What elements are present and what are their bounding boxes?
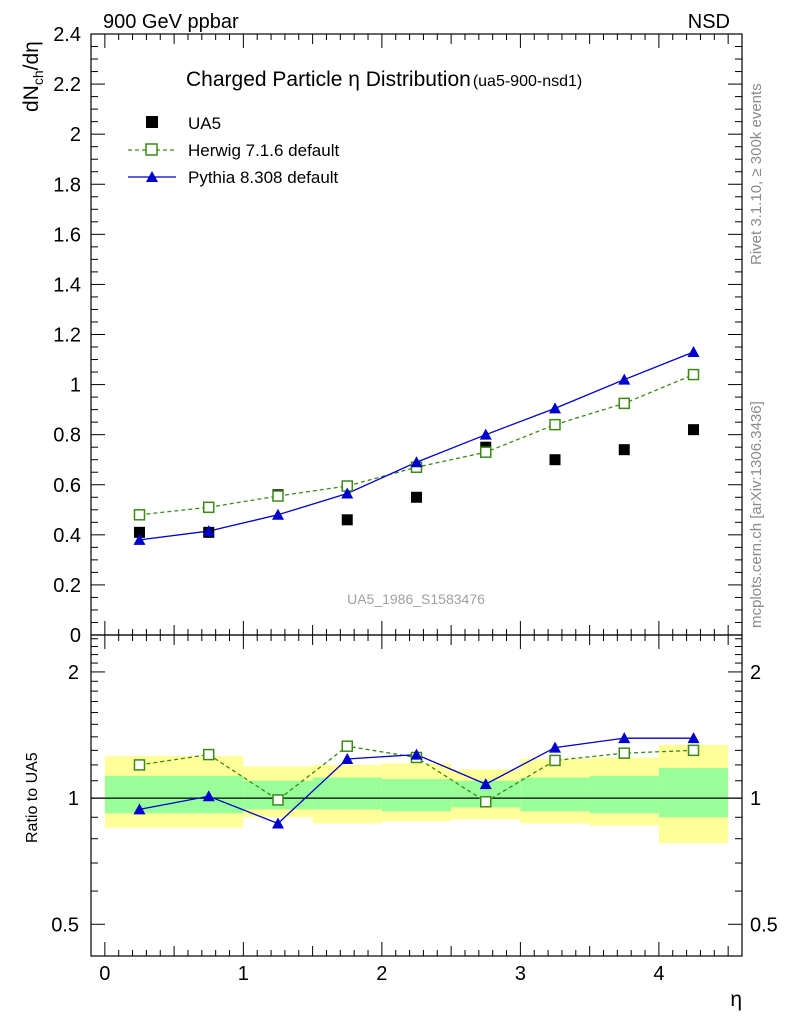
ratio-pythia-point bbox=[410, 748, 423, 760]
legend-marker-pythia bbox=[146, 171, 158, 182]
ratio-band-inner bbox=[520, 777, 590, 812]
x-axis-label: η bbox=[730, 988, 742, 1011]
pythia-point bbox=[687, 346, 700, 358]
legend-marker-ua5 bbox=[146, 116, 158, 128]
legend-label-pythia: Pythia 8.308 default bbox=[188, 168, 339, 187]
ratio-pythia-point bbox=[549, 741, 562, 753]
ratio-pythia-point bbox=[202, 790, 215, 802]
main-y-tick-label: 1.6 bbox=[53, 224, 81, 246]
main-y-tick-label: 1.8 bbox=[53, 174, 81, 196]
pythia-point bbox=[549, 402, 562, 414]
x-tick-label: 3 bbox=[515, 963, 526, 985]
y-axis-label-main: dN bbox=[20, 85, 43, 112]
rivet-version-text: Rivet 3.1.10, ≥ 300k events bbox=[748, 83, 765, 265]
ratio-herwig-point bbox=[341, 740, 353, 752]
header-collision-label: 900 GeV ppbar bbox=[103, 11, 239, 33]
main-axis-ticks: 0 0.2 0.4 0.6 0.8 1 1.2 1.4 1.6 1.8 2 2.2 2.4 bbox=[53, 24, 742, 647]
ratio-pythia-point bbox=[271, 817, 284, 829]
ratio-pythia-point bbox=[618, 732, 631, 744]
main-y-tick-label: 1 bbox=[70, 375, 81, 397]
chart-title: Charged Particle η Distribution (ua5-900-… bbox=[186, 68, 582, 91]
ua5-data-point bbox=[411, 491, 422, 503]
main-series bbox=[133, 346, 700, 545]
herwig-point bbox=[272, 490, 284, 502]
ratio-y-tick-label-right: 1 bbox=[750, 788, 761, 810]
ratio-herwig-point bbox=[202, 748, 215, 761]
ratio-band-inner bbox=[658, 767, 729, 818]
ua5-data-point bbox=[133, 526, 145, 538]
main-y-tick-label: 2 bbox=[70, 124, 81, 146]
chart-title-main: Charged Particle η Distribution bbox=[186, 68, 471, 91]
ratio-y-tick-label-right: 2 bbox=[750, 662, 761, 684]
legend-marker-herwig bbox=[145, 143, 158, 156]
ratio-pythia-point bbox=[479, 778, 492, 790]
pythia-point bbox=[202, 525, 215, 537]
ratio-y-tick-label: 2 bbox=[68, 662, 79, 684]
herwig-point bbox=[202, 501, 215, 514]
ratio-band-inner bbox=[589, 775, 659, 814]
ua5-data-point bbox=[688, 424, 700, 436]
x-tick-label: 0 bbox=[99, 963, 110, 985]
ratio-frame bbox=[90, 634, 743, 957]
y-axis-label: dNch/dη bbox=[20, 41, 46, 112]
ratio-herwig-point bbox=[687, 744, 700, 757]
ratio-pythia-point bbox=[341, 752, 354, 764]
ratio-herwig-point bbox=[618, 747, 631, 759]
ratio-pythia-point bbox=[687, 732, 700, 744]
main-y-tick-label: 2.4 bbox=[53, 24, 81, 46]
pythia-point bbox=[341, 487, 354, 499]
ratio-herwig-point bbox=[133, 759, 146, 771]
ratio-series bbox=[133, 732, 700, 829]
main-y-tick-label: 0.6 bbox=[53, 475, 81, 497]
pythia-point bbox=[271, 508, 284, 520]
main-y-tick-label: 1.2 bbox=[53, 325, 81, 347]
herwig-point bbox=[133, 509, 146, 521]
chart-title-suffix: (ua5-900-nsd1) bbox=[473, 73, 582, 90]
main-y-tick-label: 2.2 bbox=[53, 74, 81, 96]
main-y-tick-label: 0.2 bbox=[53, 575, 81, 597]
ratio-herwig-point bbox=[549, 754, 561, 767]
ratio-y-tick-label-right: 0.5 bbox=[750, 914, 778, 936]
x-tick-label: 1 bbox=[238, 963, 249, 985]
legend: UA5 Herwig 7.1.6 default Pythia 8.308 de… bbox=[128, 114, 339, 187]
ratio-axis-ticks: 0.5 0.5 1 1 2 2 0 1 2 3 4 bbox=[51, 635, 778, 985]
herwig-point bbox=[618, 397, 631, 410]
ratio-y-tick-label: 1 bbox=[68, 788, 79, 810]
pythia-point bbox=[410, 456, 423, 468]
pythia-line bbox=[139, 351, 694, 541]
ratio-band-inner bbox=[104, 775, 244, 814]
ratio-y-axis-label: Ratio to UA5 bbox=[24, 752, 41, 843]
pythia-point bbox=[479, 428, 492, 440]
x-tick-label: 4 bbox=[653, 963, 664, 985]
main-y-tick-label: 0 bbox=[70, 625, 81, 647]
ua5-data-point bbox=[618, 444, 630, 456]
mcplots-reference-text: mcplots.cern.ch [arXiv:1306.3436] bbox=[748, 401, 765, 628]
ua5-data-point bbox=[549, 454, 561, 466]
pythia-point bbox=[133, 533, 146, 545]
main-y-tick-label: 1.4 bbox=[53, 274, 81, 296]
ratio-band-inner bbox=[312, 777, 382, 810]
legend-label-ua5: UA5 bbox=[188, 114, 221, 133]
herwig-point bbox=[480, 446, 492, 458]
x-tick-label: 2 bbox=[376, 963, 387, 985]
herwig-point bbox=[549, 418, 561, 431]
main-y-tick-label: 0.8 bbox=[53, 425, 81, 447]
ratio-herwig-point bbox=[272, 794, 284, 806]
ratio-y-tick-label: 0.5 bbox=[51, 914, 79, 936]
ratio-pythia-point bbox=[133, 803, 146, 815]
y-axis-label-tail: /dη bbox=[20, 41, 43, 70]
ratio-band-inner bbox=[381, 779, 452, 812]
main-y-tick-label: 0.4 bbox=[53, 525, 81, 547]
header-process-label: NSD bbox=[688, 11, 730, 33]
y-axis-label-sub: ch bbox=[30, 70, 46, 85]
analysis-watermark: UA5_1986_S1583476 bbox=[347, 591, 485, 607]
ratio-herwig-point bbox=[480, 796, 492, 808]
herwig-point bbox=[687, 368, 700, 381]
pythia-point bbox=[618, 373, 631, 385]
ratio-panel bbox=[91, 744, 742, 844]
legend-label-herwig: Herwig 7.1.6 default bbox=[188, 141, 339, 160]
ua5-data-point bbox=[341, 514, 353, 526]
